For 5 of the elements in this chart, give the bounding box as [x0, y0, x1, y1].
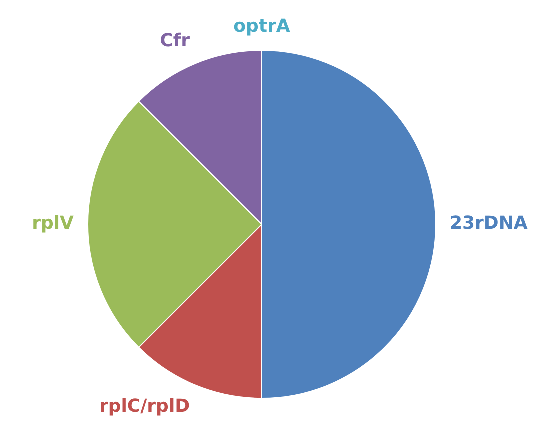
- slice-label: Cfr: [160, 30, 190, 52]
- slice-label: 23rDNA: [450, 213, 528, 234]
- category-label: optrA: [234, 16, 290, 38]
- slice-label: rplC/rplD: [99, 396, 190, 417]
- slice-label: rplV: [32, 213, 74, 234]
